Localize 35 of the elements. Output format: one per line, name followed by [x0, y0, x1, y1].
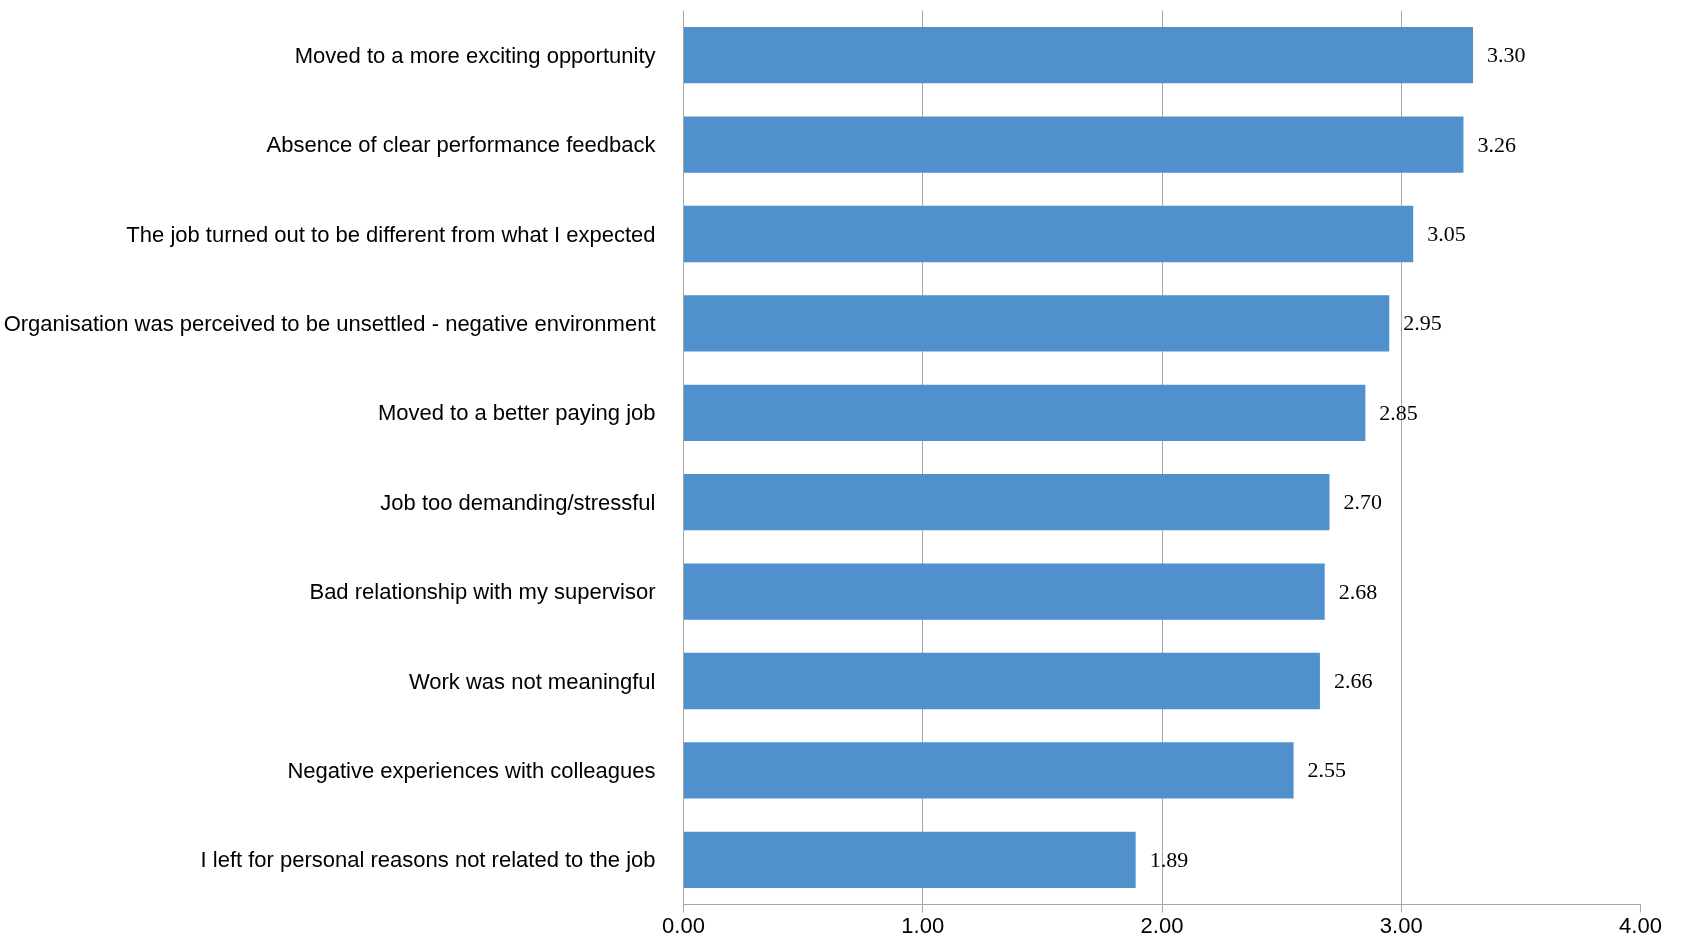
bar [683, 116, 1464, 173]
y-tick-label: Work was not meaningful [408, 668, 656, 694]
data-label: 2.55 [1307, 757, 1347, 783]
bar [683, 474, 1330, 531]
y-tick-label: The job turned out to be different from what I expected [126, 221, 656, 247]
data-label: 2.95 [1403, 310, 1442, 336]
bar [683, 652, 1320, 710]
y-tick-label: I left for personal reasons not related to the job [200, 847, 656, 873]
data-label: 3.26 [1477, 131, 1516, 157]
bar [683, 563, 1325, 620]
data-label: 3.30 [1487, 42, 1526, 68]
bar [683, 205, 1414, 263]
x-tick-label: 1.00 [901, 912, 945, 938]
data-label: 2.66 [1333, 668, 1373, 693]
data-label: 1.89 [1149, 846, 1189, 872]
data-label: 2.68 [1338, 578, 1378, 604]
x-tick-label: 0.00 [662, 912, 705, 938]
bar [683, 742, 1294, 799]
bar [683, 295, 1390, 352]
bar [683, 831, 1136, 888]
y-tick-label: Moved to a better paying job [377, 400, 656, 426]
y-tick-label: Bad relationship with my supervisor [309, 579, 656, 605]
x-tick-label: 4.00 [1619, 912, 1662, 938]
x-tick-label: 2.00 [1140, 912, 1184, 938]
y-tick-label: Moved to a more exciting opportunity [294, 42, 656, 68]
x-tick-label: 3.00 [1379, 912, 1423, 938]
bar [683, 27, 1474, 84]
bar [683, 384, 1366, 441]
y-tick-label: Absence of clear performance feedback [266, 132, 657, 158]
data-label: 2.70 [1343, 489, 1382, 515]
data-label: 3.05 [1427, 221, 1466, 246]
data-label: 2.85 [1379, 399, 1418, 425]
y-tick-label: Job too demanding/stressful [380, 489, 656, 515]
y-tick-label: Negative experiences with colleagues [287, 757, 656, 783]
y-tick-label: Organisation was perceived to be unsettled - negative environment [3, 310, 656, 336]
